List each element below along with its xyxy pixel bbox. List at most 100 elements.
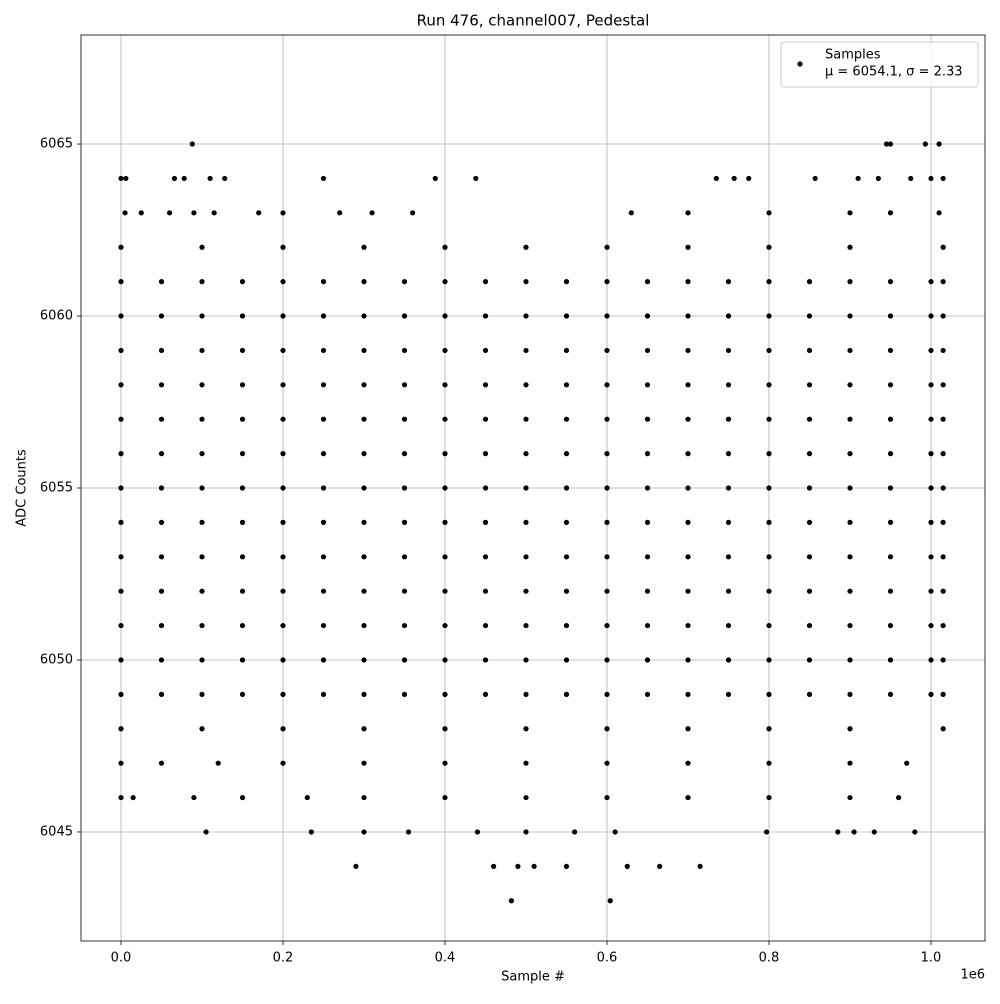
point <box>766 760 772 766</box>
point <box>731 175 737 182</box>
point <box>239 554 246 560</box>
point <box>320 451 327 457</box>
point <box>725 691 732 697</box>
point <box>685 451 691 457</box>
point <box>887 485 894 491</box>
point <box>563 657 570 663</box>
x-offset-label: 1e6 <box>960 968 985 983</box>
point <box>887 622 894 629</box>
point <box>685 622 691 629</box>
point <box>928 451 934 457</box>
point <box>940 691 946 697</box>
point <box>766 279 772 285</box>
point <box>199 347 205 354</box>
point <box>685 657 691 663</box>
x-tick-label: 0.8 <box>759 951 780 966</box>
point <box>239 588 246 594</box>
point <box>806 657 813 663</box>
point <box>304 794 310 801</box>
point <box>442 451 448 457</box>
point <box>847 760 853 766</box>
point <box>199 382 205 388</box>
point <box>531 863 537 869</box>
point <box>806 622 813 629</box>
point <box>361 588 367 594</box>
point <box>280 622 286 629</box>
point <box>725 622 732 629</box>
point <box>320 588 327 594</box>
point <box>725 657 732 663</box>
point <box>508 898 515 904</box>
point <box>191 210 197 216</box>
point <box>725 347 732 354</box>
point <box>563 485 570 491</box>
point <box>908 175 914 182</box>
point <box>158 382 165 388</box>
point <box>239 485 246 491</box>
point <box>482 554 489 560</box>
point <box>685 279 691 285</box>
point <box>604 657 610 663</box>
point <box>401 416 408 422</box>
point <box>482 622 489 629</box>
point <box>835 829 841 835</box>
point <box>442 554 448 560</box>
point <box>158 554 165 560</box>
legend-marker <box>797 61 803 67</box>
point <box>523 622 529 629</box>
point <box>847 794 853 801</box>
point <box>401 313 408 319</box>
point <box>887 519 894 525</box>
point <box>118 691 124 697</box>
point <box>442 347 448 354</box>
point <box>940 382 946 388</box>
point <box>523 313 529 319</box>
point <box>928 554 934 560</box>
point <box>746 175 752 182</box>
point <box>940 657 946 663</box>
point <box>118 794 124 801</box>
point <box>171 175 178 182</box>
point <box>158 485 165 491</box>
point <box>940 622 946 629</box>
point <box>928 622 934 629</box>
point <box>887 451 894 457</box>
point <box>199 313 205 319</box>
point <box>482 416 489 422</box>
point <box>936 141 942 147</box>
point <box>167 210 173 216</box>
point <box>563 313 570 319</box>
point <box>766 451 772 457</box>
point <box>940 554 946 560</box>
point <box>401 554 408 560</box>
point <box>181 175 187 182</box>
point <box>118 622 124 629</box>
point <box>725 382 732 388</box>
point <box>442 760 448 766</box>
point <box>280 691 286 697</box>
point <box>280 657 286 663</box>
point <box>239 382 246 388</box>
point <box>523 416 529 422</box>
point <box>644 622 651 629</box>
x-tick-label: 1.0 <box>921 951 942 966</box>
point <box>563 622 570 629</box>
point <box>928 519 934 525</box>
point <box>644 313 651 319</box>
point <box>887 416 894 422</box>
point <box>158 622 165 629</box>
point <box>806 691 813 697</box>
point <box>936 210 942 216</box>
point <box>928 485 934 491</box>
point <box>928 657 934 663</box>
point <box>928 175 934 182</box>
point <box>401 622 408 629</box>
point <box>158 347 165 354</box>
point <box>239 622 246 629</box>
legend-label: Samples <box>825 48 881 63</box>
y-tick-label: 6065 <box>40 137 73 152</box>
point <box>361 829 367 835</box>
point <box>515 863 521 869</box>
point <box>320 691 327 697</box>
point <box>280 726 286 732</box>
